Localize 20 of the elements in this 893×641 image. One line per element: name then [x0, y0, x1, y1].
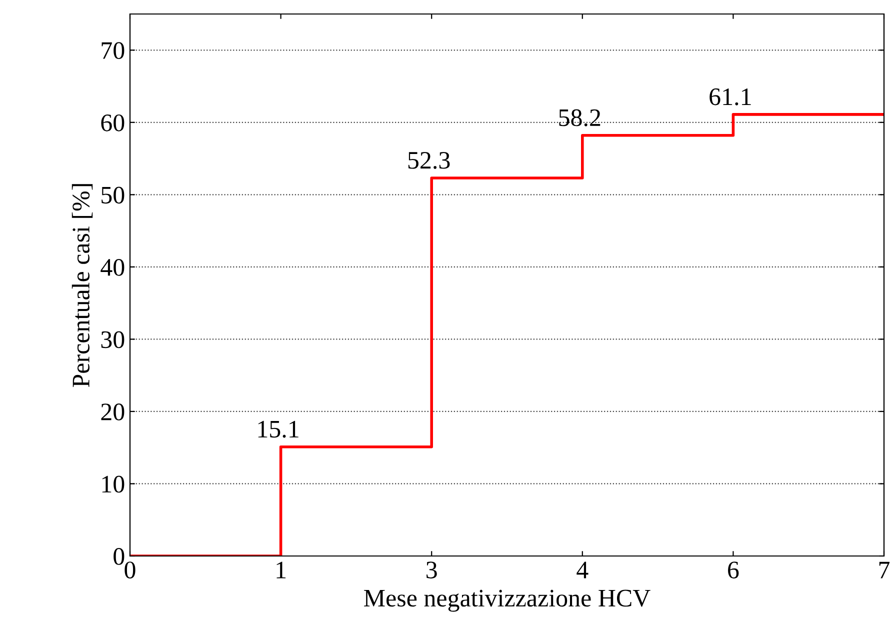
y-tick-label: 70 [102, 42, 124, 60]
y-tick-label: 60 [101, 114, 124, 132]
x-axis-title: Mese negativizzazione HCV [364, 590, 650, 612]
y-tick-label: 20 [101, 404, 124, 420]
x-tick-label: 7 [879, 562, 890, 578]
x-tick-label: 6 [728, 562, 739, 578]
data-label: 15.1 [258, 420, 298, 438]
x-tick-label: 4 [576, 562, 588, 578]
data-label: 52.3 [408, 152, 450, 169]
x-tick-label: 3 [426, 562, 437, 578]
y-tick-label: 0 [114, 548, 124, 565]
y-tick-label: 10 [102, 476, 124, 493]
x-tick-label: 0 [124, 562, 136, 578]
y-tick-label: 40 [100, 258, 124, 276]
y-axis-title: Percentuale casi [%] [72, 184, 93, 388]
y-tick-label: 50 [102, 186, 124, 204]
x-tick-label: 1 [276, 562, 286, 578]
y-tick-label: 30 [101, 331, 124, 348]
data-label: 61.1 [710, 88, 751, 106]
data-label: 58.2 [559, 109, 600, 126]
